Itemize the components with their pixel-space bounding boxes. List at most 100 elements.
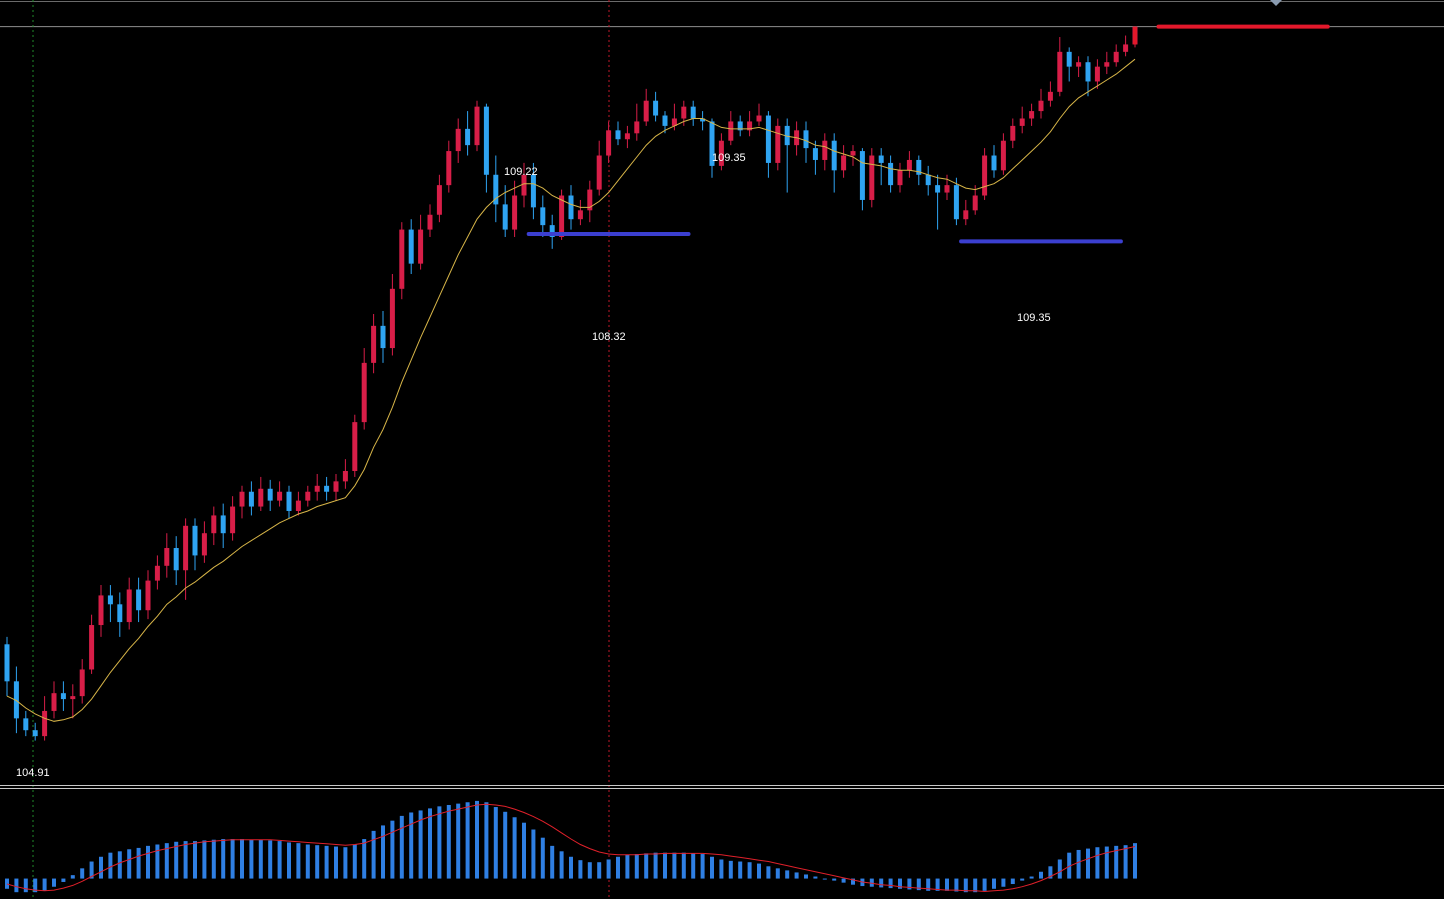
oscillator-bar xyxy=(268,840,273,879)
oscillator-bar xyxy=(747,862,752,879)
candle-bullish xyxy=(230,506,236,534)
oscillator-bar xyxy=(1057,859,1062,879)
label-peak-mid: 109.35 xyxy=(712,152,746,164)
oscillator-bar xyxy=(785,870,790,879)
oscillator-bar xyxy=(211,839,216,879)
candle-bearish xyxy=(408,229,414,264)
candle-bullish xyxy=(869,155,875,200)
oscillator-bar xyxy=(1133,843,1137,879)
candle-bullish xyxy=(474,106,480,146)
candle-bullish xyxy=(436,185,442,215)
candle-bullish xyxy=(211,515,217,534)
candle-bullish xyxy=(1076,62,1082,67)
candle-bullish xyxy=(1038,100,1044,112)
oscillator-bar xyxy=(174,841,179,879)
candle-bearish xyxy=(192,525,198,556)
candle-bullish xyxy=(1047,91,1053,101)
candle-bullish xyxy=(277,491,283,501)
candle-bearish xyxy=(465,128,471,146)
scroll-marker-icon[interactable] xyxy=(1270,0,1282,6)
candle-bearish xyxy=(117,604,123,623)
label-low-start: 104.91 xyxy=(16,767,50,779)
oscillator-bar xyxy=(1123,845,1128,879)
candle-bullish xyxy=(399,229,405,289)
candle-bearish xyxy=(615,130,621,140)
oscillator-bar xyxy=(1076,849,1081,879)
candle-bullish xyxy=(258,488,264,507)
candle-bearish xyxy=(23,718,29,731)
oscillator-bar xyxy=(916,878,921,891)
oscillator-bar xyxy=(249,839,254,879)
oscillator-bar xyxy=(202,840,207,879)
candle-bearish xyxy=(4,644,10,682)
oscillator-bar xyxy=(437,806,442,879)
candle-bullish xyxy=(897,170,903,186)
oscillator-bar xyxy=(898,878,902,889)
oscillator-bar xyxy=(456,803,461,879)
candle-bullish xyxy=(70,696,76,700)
oscillator-bars-layer xyxy=(5,800,1137,893)
oscillator-bar xyxy=(757,863,761,879)
candle-bullish xyxy=(455,128,461,152)
candle-bullish xyxy=(201,533,207,556)
oscillator-bar xyxy=(992,878,996,889)
oscillator-bar xyxy=(465,802,470,879)
label-peak-left: 109.22 xyxy=(504,166,538,178)
oscillator-bar xyxy=(606,859,611,879)
candle-bullish xyxy=(606,130,612,156)
oscillator-bar xyxy=(446,804,451,879)
candle-bullish xyxy=(728,121,734,141)
candle-bullish xyxy=(1019,118,1025,126)
candle-bearish xyxy=(784,125,790,146)
oscillator-bar xyxy=(634,854,639,879)
candle-bearish xyxy=(173,548,179,571)
candle-bearish xyxy=(878,155,884,163)
candle-bullish xyxy=(671,118,677,126)
candle-bearish xyxy=(380,325,386,349)
candle-bearish xyxy=(765,115,771,163)
oscillator-bar xyxy=(258,839,263,879)
oscillator-bar xyxy=(672,852,677,879)
oscillator-bar xyxy=(691,853,696,879)
candle-bullish xyxy=(1010,125,1016,141)
oscillator-bar xyxy=(681,852,686,879)
candle-bearish xyxy=(267,488,273,501)
oscillator-bar xyxy=(33,878,38,893)
candle-bullish xyxy=(98,595,104,626)
candle-bullish xyxy=(389,288,395,349)
oscillator-bar xyxy=(700,854,705,879)
oscillator-bar xyxy=(305,844,310,879)
oscillator-bar xyxy=(399,815,404,879)
oscillator-bar xyxy=(23,878,28,893)
candle-bullish xyxy=(587,189,593,211)
candle-bullish xyxy=(822,140,828,160)
candle-bearish xyxy=(530,174,536,208)
candle-bearish xyxy=(935,185,941,193)
candle-bearish xyxy=(859,151,865,200)
candle-bearish xyxy=(831,140,837,171)
candle-bullish xyxy=(183,525,189,571)
oscillator-bar xyxy=(1067,852,1072,879)
oscillator-bar xyxy=(963,878,968,893)
oscillator-bar xyxy=(954,878,959,892)
candle-bullish xyxy=(643,100,649,122)
oscillator-bar xyxy=(42,878,47,891)
oscillator-bar xyxy=(973,878,978,893)
oscillator-bar xyxy=(230,839,235,879)
oscillator-bar xyxy=(982,878,987,891)
oscillator-bar xyxy=(136,847,141,879)
candle-bearish xyxy=(916,159,922,175)
candle-bearish xyxy=(709,121,715,166)
oscillator-signal-line xyxy=(6,803,1136,893)
oscillator-bar xyxy=(794,872,799,879)
oscillator-bar xyxy=(475,800,479,879)
candle-bearish xyxy=(568,195,574,220)
oscillator-bar xyxy=(879,878,884,888)
oscillator-bar xyxy=(324,845,329,879)
oscillator-bar xyxy=(1001,878,1006,887)
candle-bearish xyxy=(32,730,38,737)
oscillator-bar xyxy=(945,878,949,891)
oscillator-bar xyxy=(484,802,489,879)
candle-bearish xyxy=(248,491,254,507)
